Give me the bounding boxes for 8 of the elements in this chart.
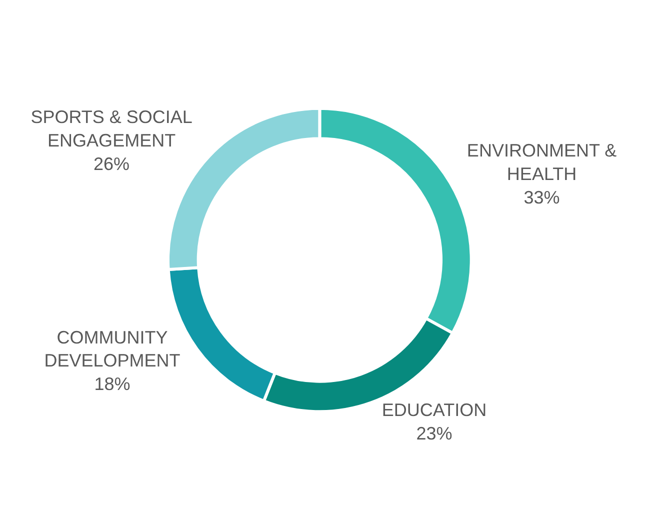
slice-label: EDUCATION [382,400,487,420]
data-label: 23% [416,424,452,444]
slice-label: COMMUNITY DEVELOPMENT [44,327,180,371]
data-label: 26% [94,154,130,174]
slice-label: SPORTS & SOCIAL ENGAGEMENT [30,107,192,151]
data-label: 33% [524,188,560,208]
data-label: 18% [94,374,130,394]
slice-label: ENVIRONMENT & HEALTH [466,140,617,184]
